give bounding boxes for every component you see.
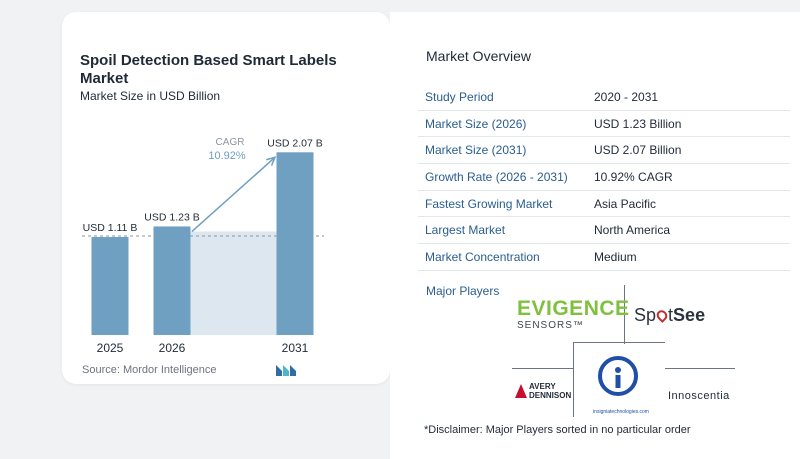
overview-row-value: Medium bbox=[594, 249, 637, 264]
overview-row-value: 2020 - 2031 bbox=[594, 89, 659, 104]
players-logos: EVIGENCE SENSORS™ Sp tSee AVERY DENNISON … bbox=[500, 282, 750, 417]
avery-dennison-mark-icon bbox=[515, 384, 527, 398]
overview-row-label: Market Concentration bbox=[425, 249, 540, 264]
cagr-arrow-head-icon bbox=[266, 156, 277, 166]
divider-vertical-top bbox=[624, 285, 625, 344]
chart-bar bbox=[276, 152, 314, 335]
cagr-value: 10.92% bbox=[208, 150, 246, 162]
evigence-logo-sub: SENSORS™ bbox=[517, 320, 584, 331]
chart-shade-band bbox=[190, 231, 277, 335]
chart-tick-label: 2025 bbox=[97, 341, 124, 355]
evigence-logo-text: EVIGENCE bbox=[517, 297, 630, 320]
overview-row: Fastest Growing Market Asia Pacific bbox=[418, 191, 790, 218]
overview-row-label: Growth Rate (2026 - 2031) bbox=[425, 169, 568, 184]
overview-row-value: USD 1.23 Billion bbox=[594, 116, 682, 131]
chart-tick-label: 2031 bbox=[282, 341, 309, 355]
cagr-label: CAGR bbox=[216, 137, 245, 148]
chart-data-label: USD 1.23 B bbox=[144, 211, 199, 223]
overview-row-label: Fastest Growing Market bbox=[425, 196, 553, 211]
chart: USD 1.11 B 2025 USD 1.23 B 2026 USD 2.07 B 20… bbox=[82, 137, 324, 355]
overview-row: Growth Rate (2026 - 2031) 10.92% CAGR bbox=[418, 164, 790, 191]
overview-row-value: Asia Pacific bbox=[594, 196, 657, 211]
chart-data-label: USD 1.11 B bbox=[83, 222, 138, 234]
innoscentia-logo-text: Innoscentia bbox=[668, 390, 730, 402]
chart-data-label: USD 2.07 B bbox=[267, 137, 322, 149]
overview-row-label: Market Size (2031) bbox=[425, 143, 527, 158]
insignia-logo-url: insigniatechnologies.com bbox=[593, 409, 649, 415]
major-players-title: Major Players bbox=[426, 284, 500, 298]
innoscentia-logo: Innoscentia bbox=[668, 386, 748, 404]
chart-title: Spoil Detection Based Smart Labels Marke… bbox=[80, 52, 337, 87]
insignia-logo: insigniatechnologies.com bbox=[578, 346, 664, 416]
overview-row: Market Size (2026) USD 1.23 Billion bbox=[418, 111, 790, 138]
market-overview-panel: Market Overview Study Period 2020 - 2031 M… bbox=[390, 12, 800, 459]
chart-tick-label: 2026 bbox=[159, 341, 186, 355]
chart-card: USD 1.11 B 2025 USD 1.23 B 2026 USD 2.07 B 20… bbox=[62, 12, 390, 384]
overview-row-label: Largest Market bbox=[425, 223, 506, 238]
insignia-logo-icon bbox=[598, 356, 638, 396]
overview-row: Largest Market North America bbox=[418, 217, 790, 245]
avery-dennison-text-a: AVERY bbox=[529, 382, 556, 391]
avery-dennison-logo: AVERY DENNISON bbox=[515, 382, 575, 400]
divider-box-frame bbox=[573, 342, 665, 343]
divider-horizontal-left bbox=[512, 368, 573, 369]
overview-row: Market Size (2031) USD 2.07 Billion bbox=[418, 137, 790, 165]
overview-table: Study Period 2020 - 2031 Market Size (2026… bbox=[418, 84, 790, 271]
overview-row-value: 10.92% CAGR bbox=[594, 169, 673, 184]
chart-subtitle: Market Size in USD Billion bbox=[80, 89, 221, 103]
overview-row: Market Concentration Medium bbox=[418, 244, 790, 271]
evigence-logo: EVIGENCE SENSORS™ bbox=[517, 297, 630, 332]
overview-row: Study Period 2020 - 2031 bbox=[418, 84, 790, 111]
source-text: Source: Mordor Intelligence bbox=[82, 364, 217, 376]
spotsee-logo-b: t bbox=[668, 305, 674, 325]
overview-row-value: USD 2.07 Billion bbox=[594, 143, 682, 158]
disclaimer: *Disclaimer: Major Players sorted in no … bbox=[424, 424, 691, 436]
spotsee-logo-c: See bbox=[673, 305, 706, 325]
spotsee-logo-a: Sp bbox=[634, 305, 657, 325]
overview-row-label: Market Size (2026) bbox=[425, 116, 527, 131]
divider-horizontal-right bbox=[665, 368, 735, 369]
avery-dennison-text-b: DENNISON bbox=[529, 391, 572, 400]
chart-bar bbox=[91, 237, 129, 335]
cagr-arrow-line bbox=[191, 156, 276, 232]
divider-box-left bbox=[573, 342, 574, 417]
mordor-logo-icon bbox=[276, 365, 296, 376]
chart-bar bbox=[153, 226, 191, 335]
overview-title: Market Overview bbox=[426, 48, 532, 64]
overview-row-value: North America bbox=[594, 223, 671, 238]
overview-row-label: Study Period bbox=[425, 89, 494, 104]
spotsee-logo: Sp tSee bbox=[634, 305, 734, 326]
